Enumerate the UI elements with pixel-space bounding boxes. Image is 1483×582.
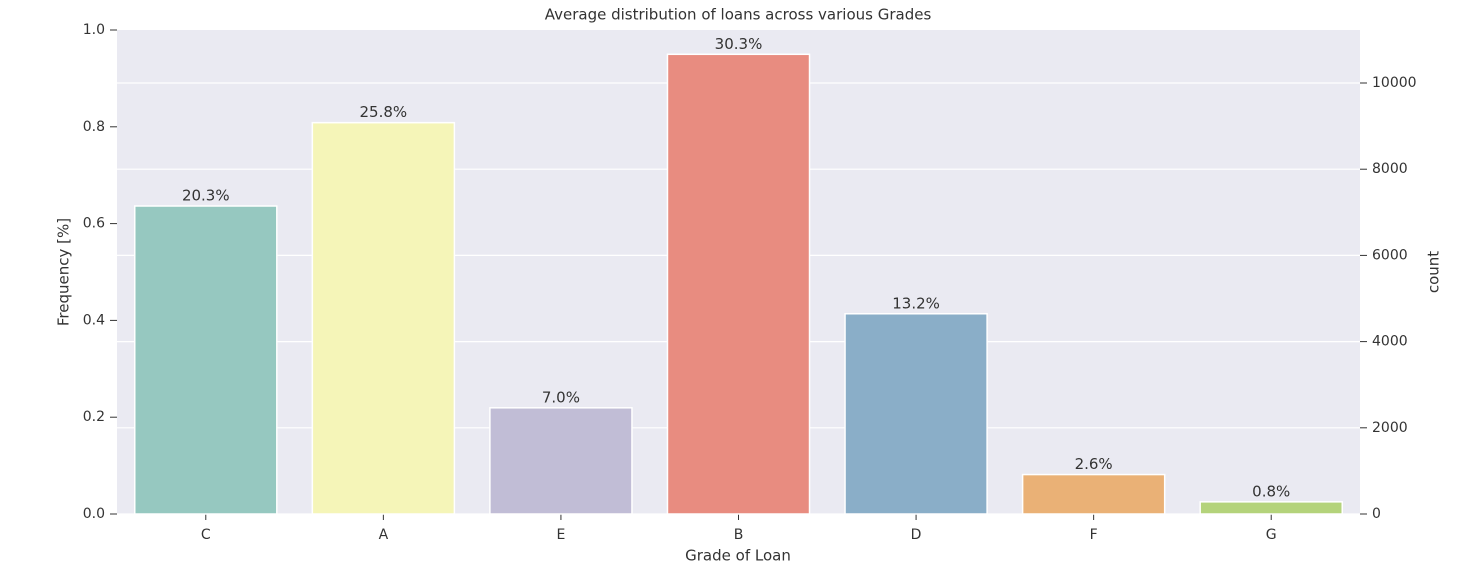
bar-annotation: 20.3% bbox=[182, 187, 230, 205]
y-tick-label: 0.8 bbox=[83, 119, 105, 135]
y-tick-label: 0.0 bbox=[83, 506, 105, 522]
bar bbox=[134, 205, 278, 515]
x-axis-label: Grade of Loan bbox=[685, 547, 791, 565]
bar-annotation: 2.6% bbox=[1075, 455, 1113, 473]
bar bbox=[844, 313, 988, 515]
bar-annotation: 13.2% bbox=[892, 294, 940, 312]
y-tick-label: 0.2 bbox=[83, 409, 105, 425]
bar-annotation: 30.3% bbox=[715, 35, 763, 53]
x-tick-label: C bbox=[201, 527, 211, 543]
y2-tick-label: 10000 bbox=[1372, 75, 1417, 91]
y2-tick-label: 4000 bbox=[1372, 334, 1408, 350]
x-tick-label: G bbox=[1266, 527, 1277, 543]
y-tick-label: 1.0 bbox=[83, 22, 105, 38]
bar bbox=[489, 407, 633, 515]
bar-annotation: 25.8% bbox=[360, 103, 408, 121]
y2-tick-label: 8000 bbox=[1372, 161, 1408, 177]
y2-tick-label: 0 bbox=[1372, 506, 1381, 522]
y2-axis-label: count bbox=[1425, 251, 1443, 293]
y2-tick-label: 6000 bbox=[1372, 247, 1408, 263]
x-tick-label: E bbox=[556, 527, 565, 543]
bar-annotation: 0.8% bbox=[1252, 482, 1290, 500]
y2-tick-label: 2000 bbox=[1372, 420, 1408, 436]
x-tick-label: D bbox=[911, 527, 922, 543]
bar bbox=[1199, 501, 1343, 515]
bar-annotation: 7.0% bbox=[542, 388, 580, 406]
chart-title: Average distribution of loans across var… bbox=[545, 6, 932, 24]
x-tick-label: B bbox=[734, 527, 744, 543]
x-tick-label: F bbox=[1090, 527, 1098, 543]
x-tick-label: A bbox=[379, 527, 389, 543]
bar bbox=[1021, 473, 1166, 515]
y-axis-label: Frequency [%] bbox=[55, 218, 73, 326]
y-tick-label: 0.6 bbox=[83, 216, 105, 232]
y-tick-label: 0.4 bbox=[83, 312, 105, 328]
bar bbox=[311, 121, 456, 515]
bar bbox=[666, 53, 811, 515]
